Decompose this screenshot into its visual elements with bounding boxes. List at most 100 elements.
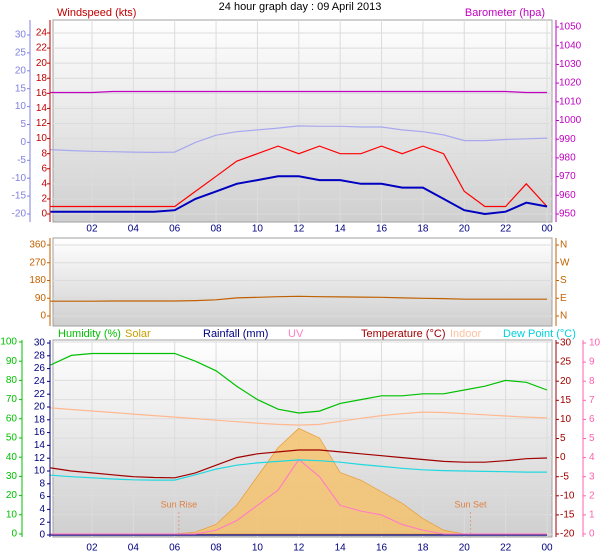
y-tick-label: 90: [6, 356, 18, 367]
y-tick-label: 970: [559, 171, 576, 182]
x-tick-label: 04: [128, 224, 140, 235]
y-tick-label: 6: [589, 414, 595, 425]
y-tick-label: N: [560, 240, 567, 251]
panel-direction: [52, 237, 553, 327]
x-tick-label: 22: [500, 224, 512, 235]
x-tick-label: 16: [376, 543, 388, 554]
y-tick-label: 50: [6, 433, 18, 444]
y-tick-label: 70: [6, 394, 18, 405]
line: [50, 90, 547, 94]
y-tick-label: 2: [39, 517, 45, 528]
y-tick-label: 1: [589, 510, 595, 521]
y-tick-label: 9: [589, 357, 595, 368]
legend-label: Humidity (%): [58, 328, 121, 340]
y-tick-label: 4: [39, 504, 45, 515]
y-tick-label: 0: [39, 530, 45, 541]
y-tick-label: 1000: [559, 115, 582, 126]
x-tick-label: 12: [293, 543, 305, 554]
y-tick-label: 4: [41, 178, 47, 189]
y-tick-label: 1010: [559, 96, 582, 107]
y-tick-label: -10: [12, 173, 27, 184]
x-tick-label: 02: [86, 543, 98, 554]
x-tick-label: 12: [293, 224, 305, 235]
x-tick-label: 14: [335, 543, 347, 554]
y-tick-label: 1050: [559, 22, 582, 33]
y-tick-label: 0: [40, 311, 46, 322]
y-tick-label: 8: [589, 376, 595, 387]
y-tick-label: -15: [12, 191, 27, 202]
y-tick-label: 8: [41, 148, 47, 159]
y-tick-label: 26: [34, 363, 46, 374]
x-tick-label: 06: [169, 224, 181, 235]
y-tick-label: 8: [39, 478, 45, 489]
y-tick-label: 5: [560, 433, 566, 444]
y-tick-label: -5: [17, 155, 26, 166]
legend-label: Temperature (°C): [361, 328, 445, 340]
y-tick-label: 4: [589, 452, 595, 463]
y-tick-label: 15: [560, 395, 572, 406]
y-tick-label: 60: [6, 413, 18, 424]
y-tick-label: 5: [20, 119, 26, 130]
y-tick-label: 20: [36, 58, 48, 69]
panel-wind: [52, 19, 553, 223]
x-tick-label: 06: [169, 543, 181, 554]
y-tick-label: 10: [6, 509, 18, 520]
line: [50, 125, 548, 154]
y-tick-label: 10: [36, 133, 48, 144]
y-tick-label: 24: [34, 376, 46, 387]
annotation: Sun Set: [454, 499, 487, 509]
y-tick-label: W: [560, 257, 570, 268]
y-tick-label: 20: [15, 65, 27, 76]
y-tick-label: 6: [41, 163, 47, 174]
y-tick-label: 10: [15, 101, 27, 112]
legend-label: Dew Point (°C): [503, 328, 576, 340]
y-tick-label: -10: [560, 490, 575, 501]
y-tick-label: -15: [560, 510, 575, 521]
line: [50, 407, 548, 426]
y-tick-label: 28: [34, 350, 46, 361]
axis-label: Windspeed (kts): [57, 7, 136, 19]
legend-label: Indoor: [450, 328, 482, 340]
y-tick-label: 960: [559, 190, 576, 201]
y-tick-label: -20: [12, 209, 27, 220]
y-tick-label: 0: [560, 452, 566, 463]
y-tick-label: 0: [11, 529, 17, 540]
y-tick-label: 1030: [559, 59, 582, 70]
y-tick-label: 7: [589, 395, 595, 406]
y-tick-label: 18: [36, 73, 48, 84]
y-tick-label: 30: [34, 338, 46, 349]
y-tick-label: 12: [34, 453, 46, 464]
x-tick-label: 20: [459, 543, 471, 554]
y-tick-label: 10: [589, 338, 600, 349]
y-tick-label: 30: [560, 338, 572, 349]
x-tick-label: 04: [128, 543, 140, 554]
y-tick-label: 0: [41, 209, 47, 220]
y-tick-label: 16: [34, 427, 46, 438]
legend-label: Rainfall (mm): [203, 328, 268, 340]
x-tick-label: 16: [376, 224, 388, 235]
y-tick-label: 2: [589, 490, 595, 501]
x-tick-label: 00: [541, 224, 553, 235]
y-tick-label: 3: [589, 471, 595, 482]
y-tick-label: 22: [36, 43, 48, 54]
y-tick-label: E: [560, 293, 567, 304]
y-tick-label: S: [560, 275, 567, 286]
y-tick-label: 990: [559, 134, 576, 145]
y-tick-label: 270: [29, 257, 46, 268]
y-tick-label: 14: [36, 103, 48, 114]
y-tick-label: 980: [559, 153, 576, 164]
y-tick-label: 15: [15, 83, 27, 94]
y-tick-label: 40: [6, 452, 18, 463]
y-tick-label: 20: [6, 490, 18, 501]
y-tick-label: 80: [6, 375, 18, 386]
x-tick-label: 18: [417, 543, 429, 554]
y-tick-label: 10: [34, 466, 46, 477]
line: [50, 459, 547, 481]
y-tick-label: 16: [36, 88, 48, 99]
y-tick-label: 2: [41, 194, 47, 205]
y-tick-label: 24: [36, 28, 48, 39]
x-tick-label: 22: [500, 543, 512, 554]
y-tick-label: 30: [15, 30, 27, 41]
y-tick-label: 25: [560, 357, 572, 368]
